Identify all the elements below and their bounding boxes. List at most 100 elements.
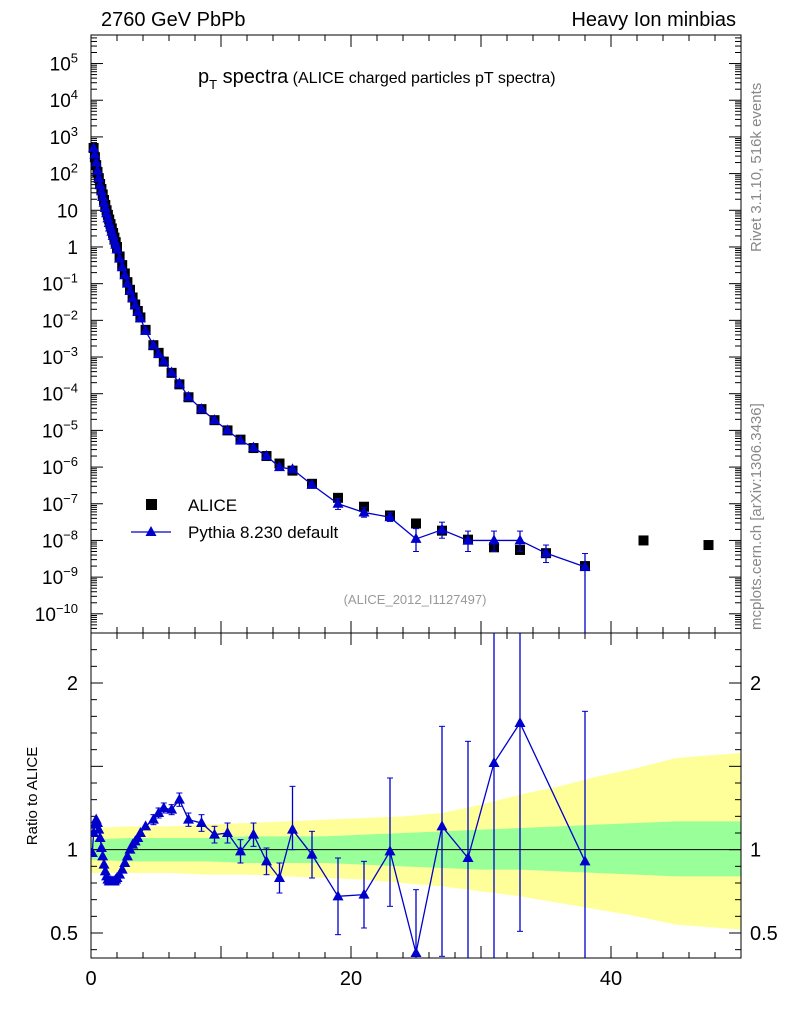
pythia-data-point bbox=[94, 179, 106, 190]
ratio-y-axis-label: Ratio to ALICE bbox=[24, 747, 41, 845]
pythia-data-point bbox=[196, 403, 207, 414]
legend-alice-label: ALICE bbox=[188, 496, 237, 515]
pythia-data-point bbox=[261, 450, 272, 461]
alice-data-point bbox=[638, 535, 649, 546]
y-tick-label: 103 bbox=[50, 124, 78, 149]
pythia-data-point bbox=[248, 441, 259, 452]
y-tick-label: 10−10 bbox=[35, 601, 78, 626]
ratio-data-point bbox=[579, 855, 591, 866]
ratio-data-point bbox=[384, 845, 396, 856]
x-tick-label: 0 bbox=[85, 968, 96, 990]
pythia-data-point bbox=[111, 243, 123, 254]
ratio-data-point bbox=[134, 827, 146, 837]
ratio-y-tick-label-right: 2 bbox=[750, 673, 761, 695]
ratio-y-tick-label: 1 bbox=[67, 840, 78, 862]
ratio-data-point bbox=[235, 845, 246, 856]
pythia-data-point bbox=[158, 355, 170, 366]
ratio-y-tick-label: 0.5 bbox=[50, 923, 78, 945]
ratio-data-point bbox=[274, 872, 285, 882]
ratio-data-point bbox=[248, 828, 259, 839]
y-tick-label: 1 bbox=[67, 238, 78, 259]
pythia-data-point bbox=[116, 261, 128, 272]
ratio-data-point bbox=[358, 888, 370, 899]
ratio-data-point bbox=[261, 855, 272, 866]
x-tick-label: 40 bbox=[600, 968, 622, 990]
pythia-data-point bbox=[93, 172, 105, 183]
pythia-data-point bbox=[97, 191, 109, 202]
pythia-data-point bbox=[95, 185, 107, 196]
pythia-data-point bbox=[183, 390, 194, 401]
pythia-data-point bbox=[99, 202, 111, 213]
pythia-data-point bbox=[147, 339, 159, 350]
pythia-data-point bbox=[89, 148, 101, 159]
pythia-data-point bbox=[140, 324, 152, 335]
pythia-data-point bbox=[540, 547, 552, 558]
pythia-data-point bbox=[384, 511, 396, 522]
pythia-data-point bbox=[121, 277, 133, 288]
pythia-data-point bbox=[124, 285, 136, 296]
legend-pythia-marker bbox=[145, 526, 157, 536]
ratio-data-point bbox=[410, 947, 422, 957]
ratio-data-point bbox=[93, 823, 105, 834]
y-tick-label: 10−1 bbox=[42, 271, 78, 296]
pythia-data-point bbox=[209, 414, 220, 425]
alice-data-point bbox=[703, 540, 714, 551]
alice-data-point bbox=[411, 518, 421, 529]
ratio-data-point bbox=[99, 865, 111, 876]
ratio-data-point bbox=[121, 850, 133, 861]
pythia-data-point bbox=[153, 348, 165, 359]
legend-pythia-label: Pythia 8.230 default bbox=[188, 523, 339, 542]
y-tick-label: 102 bbox=[50, 161, 78, 186]
ratio-data-point bbox=[166, 803, 178, 814]
ratio-data-point bbox=[91, 847, 98, 857]
ratio-y-tick-label: 2 bbox=[67, 673, 78, 695]
analysis-watermark: (ALICE_2012_I1127497) bbox=[344, 592, 487, 607]
ratio-data-point bbox=[488, 757, 500, 767]
pythia-data-point bbox=[88, 141, 100, 152]
pythia-data-point bbox=[98, 196, 110, 207]
pythia-data-point bbox=[358, 506, 370, 517]
pythia-data-point bbox=[488, 534, 500, 545]
ratio-data-point bbox=[209, 828, 220, 839]
y-tick-label: 10−4 bbox=[42, 381, 78, 406]
ratio-band-inner bbox=[91, 821, 741, 877]
pythia-data-point bbox=[222, 424, 233, 435]
y-tick-label: 10−6 bbox=[42, 454, 78, 479]
ratio-data-point bbox=[98, 858, 110, 869]
ratio-data-point bbox=[462, 852, 474, 862]
ratio-data-point bbox=[147, 813, 159, 824]
pythia-data-point bbox=[514, 534, 526, 545]
y-tick-label: 10−2 bbox=[42, 307, 78, 332]
ratio-data-point bbox=[332, 890, 344, 901]
pythia-data-point bbox=[306, 478, 318, 489]
ratio-data-point bbox=[92, 817, 103, 827]
pythia-data-point bbox=[173, 377, 185, 388]
y-tick-label: 10−9 bbox=[42, 564, 78, 589]
header-right-label: Heavy Ion minbias bbox=[571, 9, 736, 31]
pythia-data-point bbox=[119, 269, 131, 280]
ratio-data-point bbox=[173, 793, 185, 804]
y-tick-label: 10−3 bbox=[42, 344, 78, 369]
pythia-data-point bbox=[287, 463, 298, 474]
ratio-data-point bbox=[94, 832, 106, 842]
header-left-label: 2760 GeV PbPb bbox=[101, 9, 246, 31]
ratio-data-point bbox=[95, 842, 107, 852]
ratio-data-point bbox=[196, 817, 207, 827]
ratio-data-point bbox=[183, 813, 194, 824]
pythia-data-point bbox=[92, 164, 103, 175]
pythia-data-point bbox=[332, 497, 344, 508]
y-tick-label: 10 bbox=[57, 201, 78, 222]
pythia-data-point bbox=[114, 252, 126, 263]
ratio-data-point bbox=[306, 848, 318, 859]
pythia-data-point bbox=[410, 532, 422, 543]
y-tick-label: 105 bbox=[50, 51, 78, 76]
chart-title: pT spectra (ALICE charged particles pT s… bbox=[198, 66, 556, 92]
pythia-data-point bbox=[436, 523, 448, 534]
ratio-data-point bbox=[287, 823, 298, 834]
ratio-data-point bbox=[158, 802, 170, 812]
ratio-data-point bbox=[116, 863, 128, 874]
pythia-data-point bbox=[462, 534, 474, 545]
ratio-data-point bbox=[222, 827, 233, 837]
y-tick-label: 104 bbox=[50, 87, 78, 112]
